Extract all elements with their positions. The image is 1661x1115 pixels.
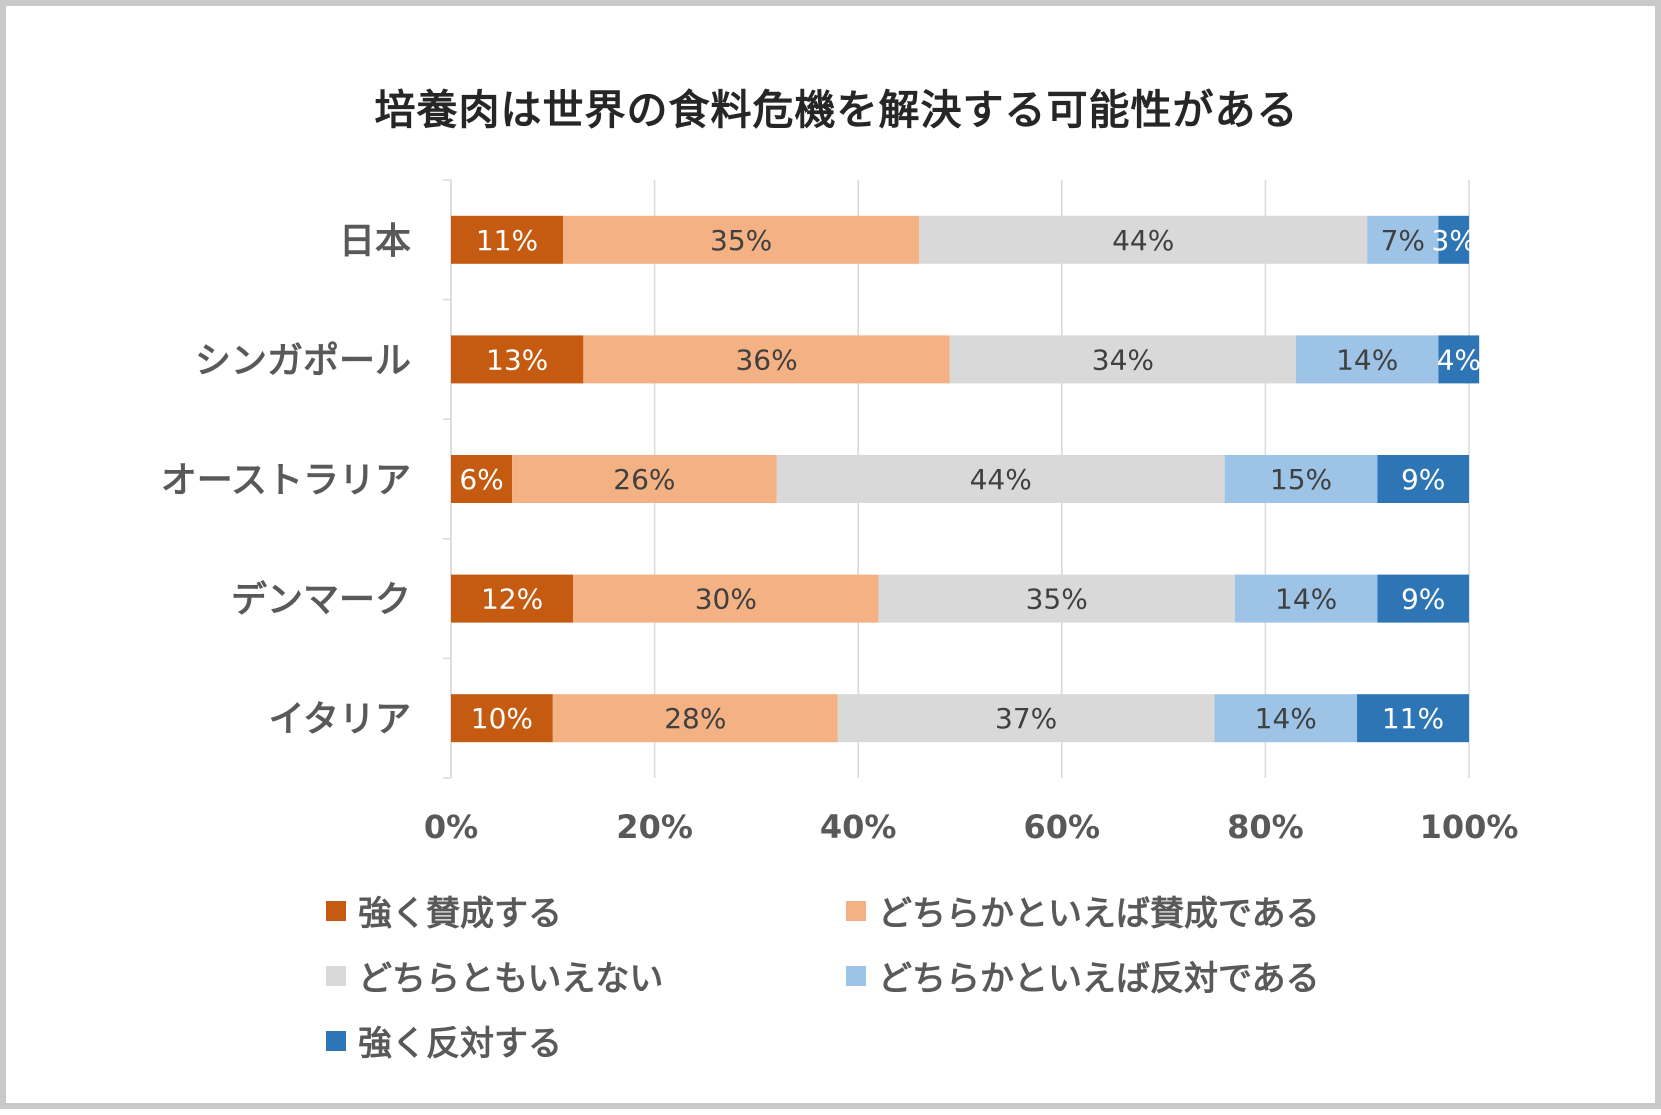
data-label: 30% xyxy=(695,583,757,616)
bar-segment xyxy=(1438,335,1480,384)
data-label: 26% xyxy=(613,463,675,496)
bar-segment xyxy=(512,455,777,503)
data-label: 12% xyxy=(481,583,543,616)
bar-segment xyxy=(878,574,1235,623)
data-label: 13% xyxy=(486,343,548,376)
bar-segment xyxy=(552,694,838,743)
x-tick-label: 100% xyxy=(1420,808,1519,846)
bar-segment xyxy=(451,574,574,623)
bar-segment xyxy=(451,215,563,264)
bar-segment xyxy=(1377,574,1469,623)
bar-segment xyxy=(1234,574,1378,623)
bar-segment xyxy=(1214,694,1358,743)
bar-segment xyxy=(451,335,584,384)
x-tick-label: 60% xyxy=(1024,808,1101,846)
category-label: オーストラリア xyxy=(161,460,411,501)
stacked-bar-chart: 0% 20% 40% 60% 80% 100% 日本 11% 35% 44% 7% 3% シンガポール 1… xyxy=(161,179,1519,846)
bar-segment xyxy=(583,335,950,384)
data-label: 11% xyxy=(1382,702,1444,735)
data-label: 14% xyxy=(1275,583,1337,616)
data-label: 9% xyxy=(1401,463,1445,496)
x-tick-label: 80% xyxy=(1227,808,1304,846)
data-label: 37% xyxy=(995,702,1057,735)
bar-segment xyxy=(776,455,1225,503)
bar-segment xyxy=(1377,455,1469,503)
data-label: 34% xyxy=(1092,343,1154,376)
bar-segment xyxy=(837,694,1215,743)
category-label: シンガポール xyxy=(195,339,411,381)
bar-segment xyxy=(562,215,920,264)
data-label: 10% xyxy=(471,702,533,735)
bar-segment xyxy=(573,574,879,623)
data-label: 35% xyxy=(1026,583,1088,616)
bar-segment xyxy=(1357,694,1469,743)
category-label: イタリア xyxy=(268,699,411,740)
data-label: 35% xyxy=(710,224,772,257)
data-label: 4% xyxy=(1437,343,1481,376)
x-tick-label: 40% xyxy=(820,808,897,846)
bar-segment xyxy=(1224,455,1378,503)
bar-segment xyxy=(1295,335,1439,384)
data-label: 7% xyxy=(1381,224,1425,257)
data-label: 44% xyxy=(1112,224,1174,257)
data-label: 3% xyxy=(1432,224,1476,257)
chart-title: 培養肉は世界の食料危機を解決する可能性がある xyxy=(374,86,1299,134)
bar-segment xyxy=(919,215,1368,264)
x-tick-label: 0% xyxy=(424,808,478,846)
category-label: 日本 xyxy=(339,221,411,262)
bar-segment xyxy=(451,694,553,743)
data-label: 36% xyxy=(735,343,797,376)
data-label: 11% xyxy=(476,224,538,257)
data-label: 6% xyxy=(459,463,503,496)
data-label: 14% xyxy=(1255,702,1317,735)
data-label: 9% xyxy=(1401,583,1445,616)
bar-segment xyxy=(1438,215,1469,264)
bar-segment xyxy=(949,335,1296,384)
data-label: 44% xyxy=(970,463,1032,496)
x-tick-label: 20% xyxy=(616,808,693,846)
data-label: 28% xyxy=(664,702,726,735)
data-label: 14% xyxy=(1336,343,1398,376)
bar-segment xyxy=(451,455,513,503)
category-label: デンマーク xyxy=(231,579,411,621)
bar-segment xyxy=(1367,215,1439,264)
data-label: 15% xyxy=(1270,463,1332,496)
